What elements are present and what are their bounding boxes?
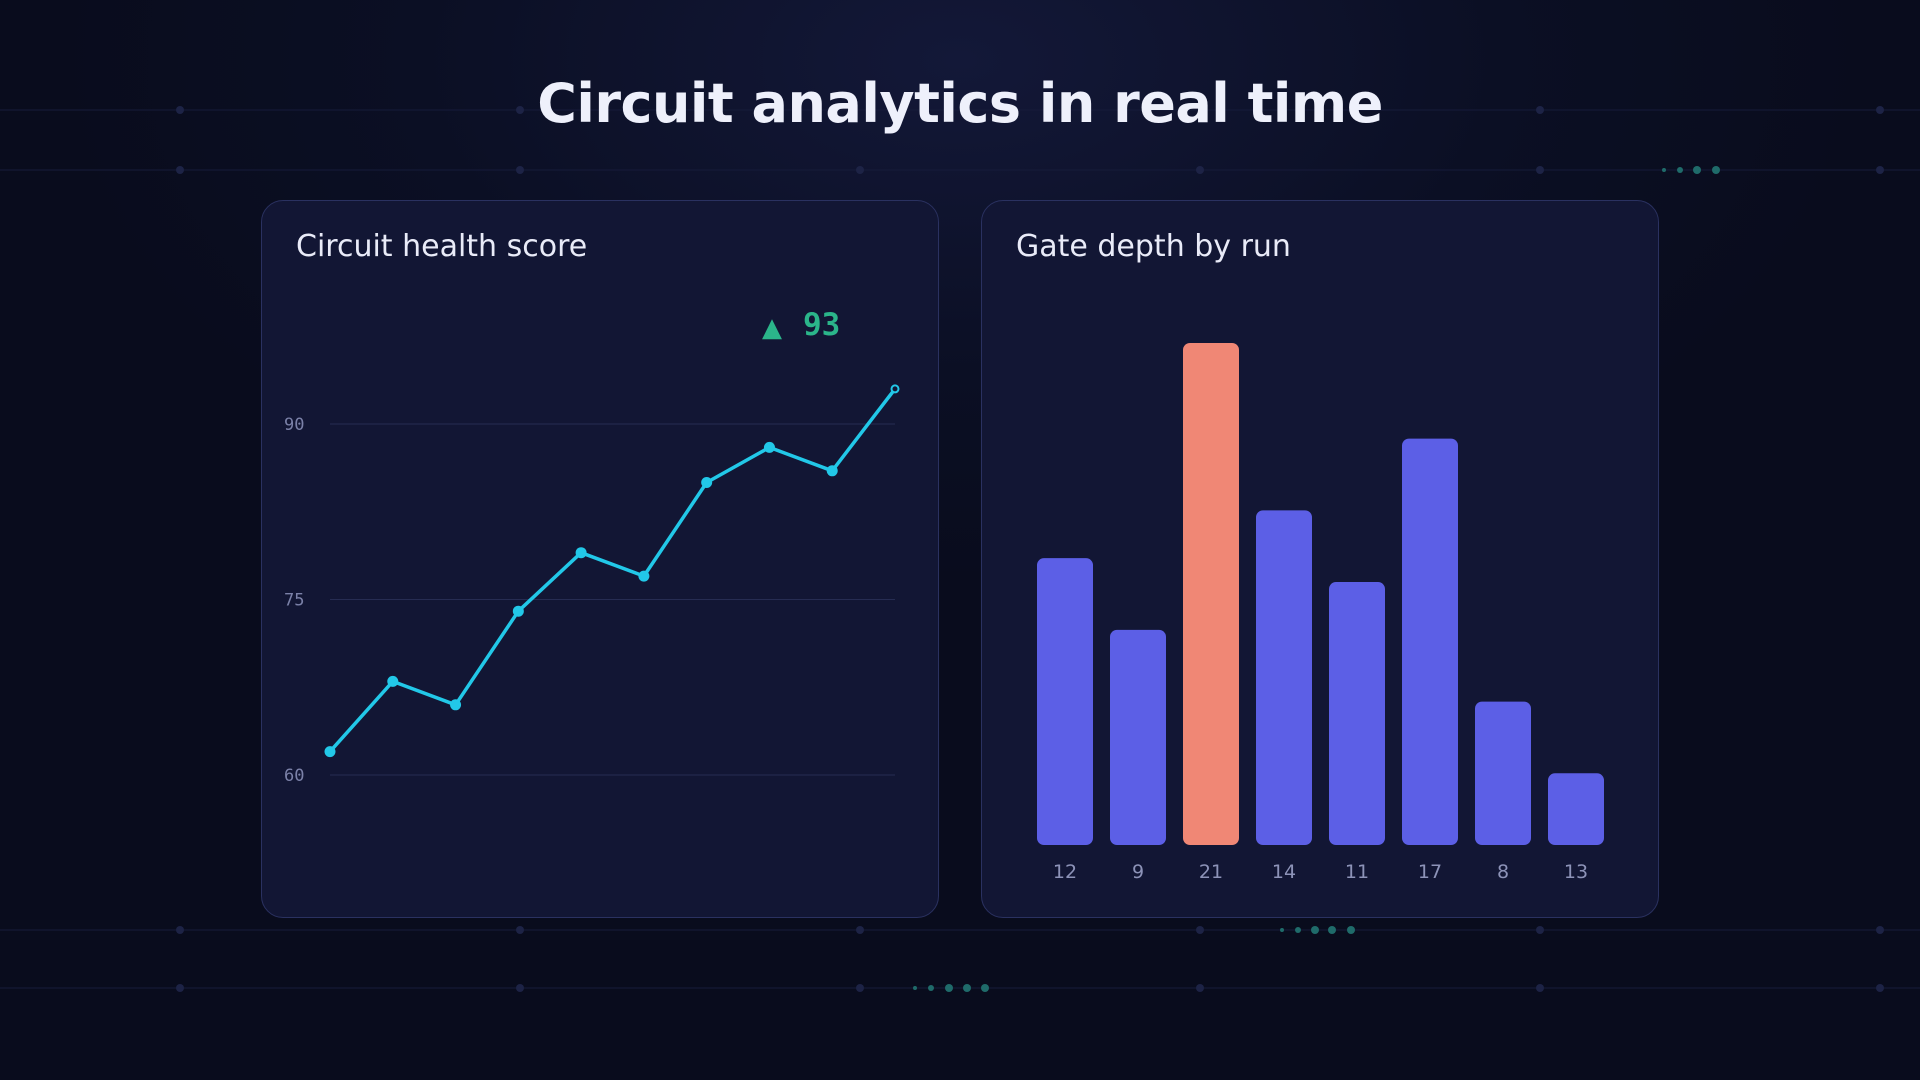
data-point (890, 384, 900, 394)
bar (1475, 701, 1531, 845)
data-point (512, 605, 524, 617)
bar (1402, 438, 1458, 845)
bar-label: 8 (1497, 861, 1509, 883)
bar (1183, 343, 1239, 845)
bar (1256, 510, 1312, 845)
page-title: Circuit analytics in real time (537, 72, 1383, 135)
triangle-up-icon: ▲ (762, 313, 782, 343)
bar-label: 9 (1132, 861, 1144, 883)
bar-label: 12 (1053, 861, 1077, 883)
card-title: Gate depth by run (1016, 229, 1291, 264)
bar (1329, 582, 1385, 845)
data-point (324, 746, 336, 758)
health-score-badge-value: 93 (803, 307, 840, 343)
bar (1037, 558, 1093, 845)
health-score-line (328, 387, 897, 754)
data-point (763, 441, 775, 453)
data-point (575, 547, 587, 559)
data-point (450, 699, 462, 711)
gate-depth-bar-chart: 12 9 21 14 11 17 8 13 (1037, 343, 1604, 883)
y-tick-label: 90 (284, 415, 304, 435)
bar-label: 11 (1345, 861, 1369, 883)
health-score-line-chart: 60 75 90 ▲ 93 (284, 307, 900, 786)
bar-label: 13 (1564, 861, 1588, 883)
health-score-card: Circuit health score 60 75 90 ▲ 93 (261, 200, 939, 918)
data-point (638, 570, 650, 582)
bar-label: 14 (1272, 861, 1296, 883)
bar (1110, 629, 1166, 845)
bar-label: 17 (1418, 861, 1442, 883)
y-tick-label: 60 (284, 766, 304, 786)
data-point (826, 465, 838, 477)
gate-depth-card: Gate depth by run 12 9 21 14 11 17 8 13 (981, 200, 1659, 918)
data-point (387, 675, 399, 687)
y-tick-label: 75 (284, 591, 304, 611)
card-title: Circuit health score (296, 229, 588, 264)
bar (1548, 773, 1604, 845)
bar-label: 21 (1199, 861, 1223, 883)
data-point (701, 477, 713, 488)
